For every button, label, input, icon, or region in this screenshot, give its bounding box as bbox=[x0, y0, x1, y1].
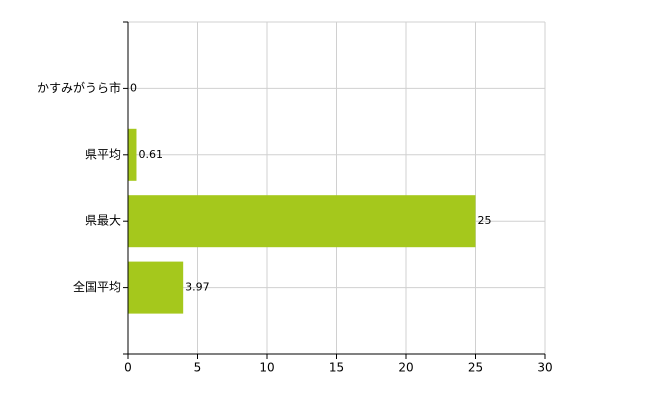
x-tick-label: 30 bbox=[537, 361, 552, 375]
data-label: 25 bbox=[478, 214, 492, 227]
data-label: 0 bbox=[130, 81, 137, 94]
bar bbox=[128, 128, 137, 181]
data-label: 0.61 bbox=[138, 148, 163, 161]
data-label: 3.97 bbox=[185, 281, 210, 294]
bar bbox=[128, 195, 476, 248]
bar bbox=[128, 261, 184, 314]
y-tick-label: 県平均 bbox=[85, 147, 121, 161]
x-tick-label: 5 bbox=[194, 361, 202, 375]
x-tick-label: 0 bbox=[124, 361, 132, 375]
y-tick-label: かすみがうら市 bbox=[37, 80, 121, 95]
y-tick-label: 全国平均 bbox=[73, 279, 121, 294]
x-tick-label: 25 bbox=[468, 361, 483, 375]
x-tick-label: 15 bbox=[329, 361, 344, 375]
x-tick-label: 20 bbox=[398, 361, 413, 375]
y-tick-label: 県最大 bbox=[85, 214, 121, 228]
x-tick-label: 10 bbox=[259, 361, 274, 375]
